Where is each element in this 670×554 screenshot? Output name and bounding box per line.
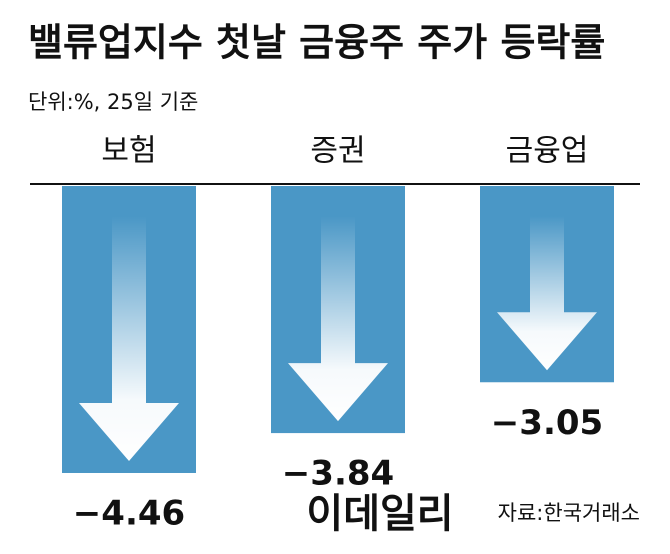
arrow-icon	[79, 216, 179, 461]
category-label: 보험	[101, 134, 156, 169]
chart-title: 밸류업지수 첫날 금융주 주가 등락률	[28, 21, 605, 65]
value-label: −4.46	[73, 493, 185, 533]
watermark: 이데일리	[306, 491, 453, 537]
value-label: −3.05	[491, 403, 603, 443]
category-label: 금융업	[506, 134, 589, 169]
chart-subtitle: 단위:%, 25일 기준	[28, 90, 198, 114]
source-note: 자료:한국거래소	[498, 501, 640, 525]
arrow-icon	[288, 216, 388, 422]
value-label: −3.84	[282, 454, 394, 494]
arrow-icon	[497, 216, 597, 371]
category-label: 증권	[310, 134, 365, 169]
